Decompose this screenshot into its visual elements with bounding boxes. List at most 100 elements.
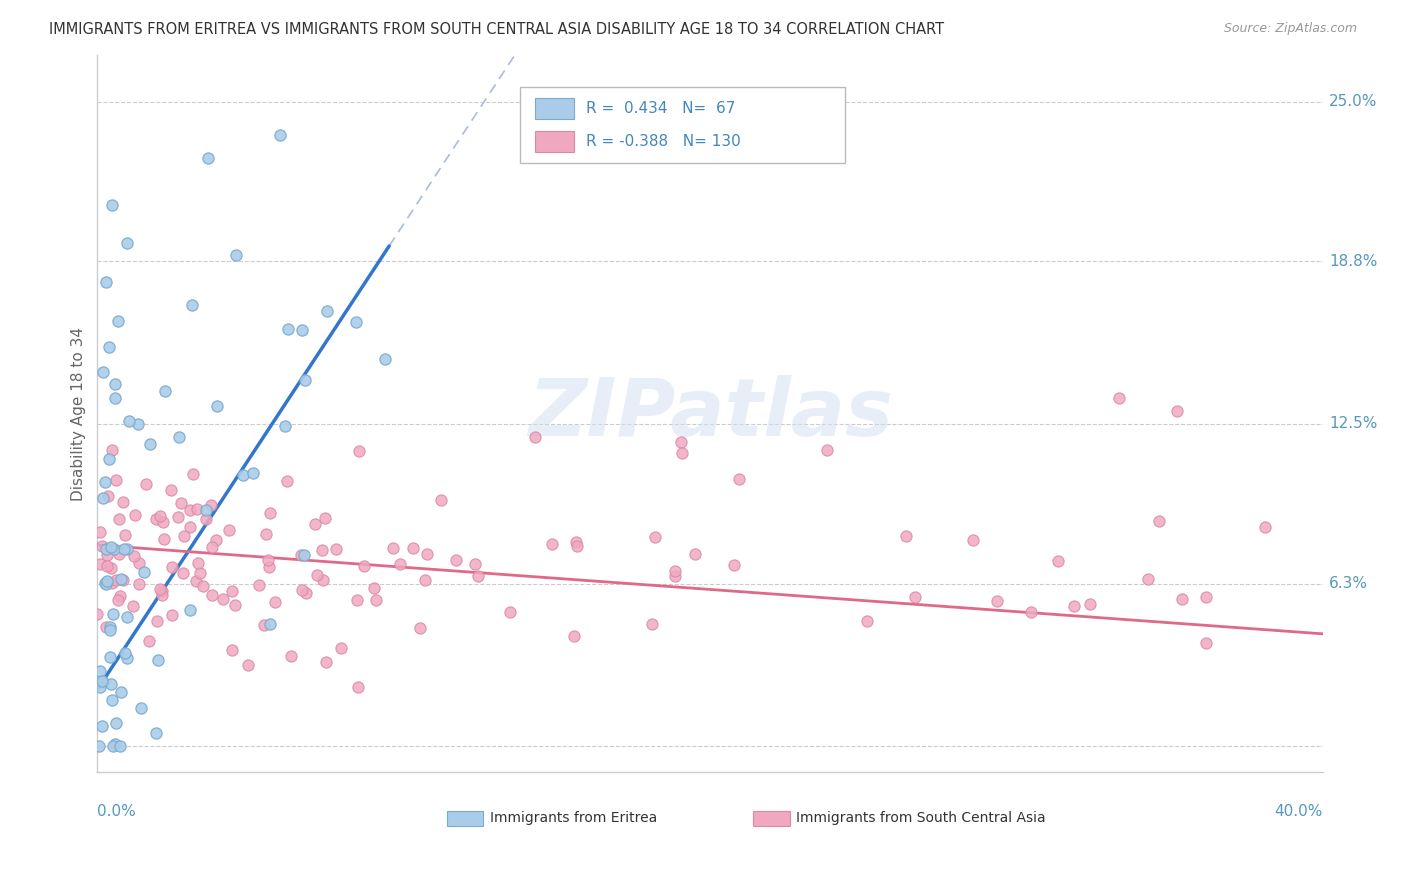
Bar [447,812,484,826]
Point [100,561,122,575]
Point [104,377,127,392]
Point [98,650,121,665]
Point [290,549,312,563]
Point [96,558,118,573]
Point [128,576,150,591]
Text: Immigrants from South Central Asia: Immigrants from South Central Asia [796,811,1046,825]
Point [499,606,522,620]
Point [89,664,111,678]
Point [1254,520,1277,534]
Point [117,541,139,556]
Point [115,650,138,665]
Point [107,314,129,328]
Point [152,532,174,546]
Point [91,673,114,688]
Point [664,569,686,583]
Point [150,584,173,599]
Point [172,566,194,580]
Point [388,557,411,571]
Point [201,588,224,602]
Point [112,541,135,556]
Point [204,533,226,547]
Point [292,548,315,562]
Point [195,503,218,517]
Point [122,599,145,613]
Point [127,417,149,431]
Point [98,452,121,467]
Point [305,568,328,582]
Point [353,559,375,574]
Point [276,322,298,336]
Point [150,588,173,602]
Point [221,642,243,657]
Point [311,574,333,588]
Point [104,737,127,751]
Point [145,726,167,740]
Bar [534,131,574,153]
Point [467,569,489,583]
Point [444,552,467,566]
Point [101,692,124,706]
Point [104,573,127,587]
Point [187,556,209,570]
Point [91,674,114,689]
Point [101,197,124,211]
Point [346,593,368,607]
Point [103,739,125,754]
Point [669,434,692,449]
Point [149,508,172,523]
Text: Immigrants from Eritrea: Immigrants from Eritrea [489,811,657,825]
Point [232,468,254,483]
Point [347,680,370,694]
Point [138,437,160,451]
Point [641,616,664,631]
Text: ZIPatlas: ZIPatlas [527,375,893,452]
Point [1171,591,1194,606]
Point [170,495,193,509]
Point [179,502,201,516]
Point [402,541,425,556]
Point [347,443,370,458]
Point [104,391,127,405]
Point [259,506,281,520]
Point [96,576,118,591]
Point [93,491,115,505]
Point [314,511,336,525]
Point [363,581,385,595]
Point [98,339,121,353]
Point [160,560,183,574]
Point [108,547,131,561]
Text: 0.0%: 0.0% [97,805,136,819]
Point [115,236,138,251]
Point [325,542,347,557]
Point [205,399,228,413]
Point [105,473,128,487]
Text: IMMIGRANTS FROM ERITREA VS IMMIGRANTS FROM SOUTH CENTRAL ASIA DISABILITY AGE 18 : IMMIGRANTS FROM ERITREA VS IMMIGRANTS FR… [49,22,945,37]
Point [110,685,132,699]
Point [167,430,190,444]
Point [1166,404,1188,418]
Point [179,520,201,534]
Point [145,512,167,526]
Point [723,558,745,573]
Point [429,492,451,507]
Point [565,539,588,553]
Point [117,413,139,427]
Point [197,151,219,165]
Point [683,547,706,561]
Point [181,467,204,481]
Point [381,541,404,555]
Point [96,549,118,563]
Point [96,574,118,589]
Point [201,540,224,554]
Point [218,523,240,537]
Point [274,419,297,434]
Point [101,442,124,457]
Point [224,598,246,612]
Point [86,607,108,622]
Point [295,586,318,600]
Point [329,640,352,655]
Point [374,351,396,366]
Point [856,615,879,629]
Point [103,541,125,556]
